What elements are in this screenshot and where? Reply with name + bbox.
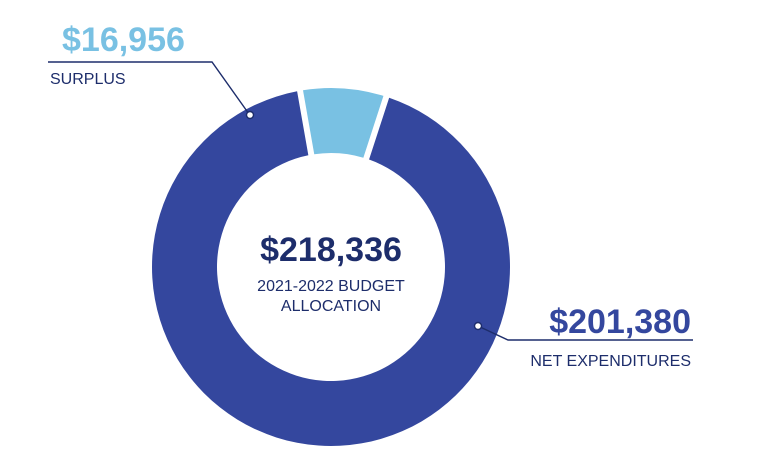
total-value-label: $218,336 xyxy=(260,231,402,269)
surplus-value-label: $16,956 xyxy=(62,21,185,59)
surplus-name-label: SURPLUS xyxy=(50,71,126,88)
donut-slices xyxy=(151,88,510,446)
donut-slice-net-expenditures xyxy=(151,91,510,446)
center-caption-line-1: 2021-2022 BUDGET xyxy=(257,278,405,295)
donut-slice-surplus xyxy=(303,88,384,158)
center-caption-line-2: ALLOCATION xyxy=(281,298,381,315)
expenditures-leader-line xyxy=(477,325,693,341)
expenditures-value-label: $201,380 xyxy=(549,303,691,341)
surplus-leader-line xyxy=(48,61,250,115)
expenditures-leader-dot xyxy=(473,321,483,331)
surplus-leader-dot xyxy=(245,110,255,120)
expenditures-name-label: NET EXPENDITURES xyxy=(530,353,691,370)
